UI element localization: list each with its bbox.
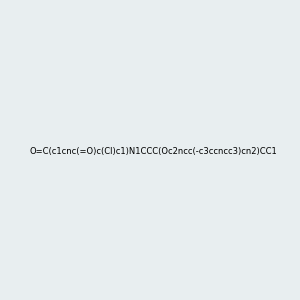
Text: O=C(c1cnc(=O)c(Cl)c1)N1CCC(Oc2ncc(-c3ccncc3)cn2)CC1: O=C(c1cnc(=O)c(Cl)c1)N1CCC(Oc2ncc(-c3ccn… — [30, 147, 278, 156]
